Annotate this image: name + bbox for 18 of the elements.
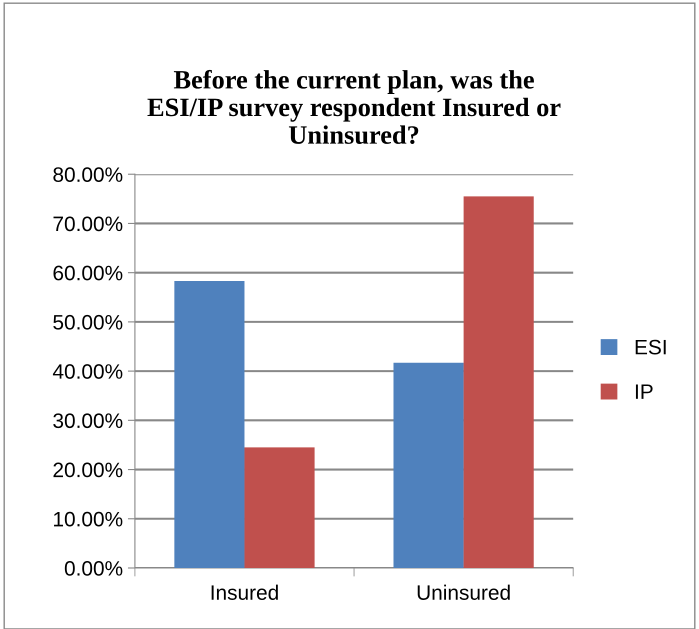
y-tick-label: 0.00%: [64, 560, 122, 576]
y-tick-label: 20.00%: [53, 462, 122, 478]
y-tick-label: 80.00%: [53, 167, 122, 182]
chart-title: Before the current plan, was the ESI/IP survey respondent Insured or Uninsured?: [147, 70, 560, 144]
legend-label: ESI: [636, 340, 666, 354]
y-tick-label: 30.00%: [53, 413, 122, 428]
y-tick-label: 60.00%: [54, 266, 122, 280]
y-tick-label: 50.00%: [53, 314, 122, 330]
x-tick-label: Uninsured: [418, 584, 510, 600]
bar: [174, 281, 244, 568]
bar: [464, 196, 534, 568]
bar: [393, 362, 464, 568]
x-tick-label: Insured: [212, 584, 278, 600]
bar: [244, 447, 315, 568]
y-tick-label: 40.00%: [52, 364, 122, 379]
y-tick-label: 70.00%: [54, 216, 122, 232]
y-tick-label: 10.00%: [54, 512, 122, 527]
legend-label: IP: [636, 384, 653, 399]
